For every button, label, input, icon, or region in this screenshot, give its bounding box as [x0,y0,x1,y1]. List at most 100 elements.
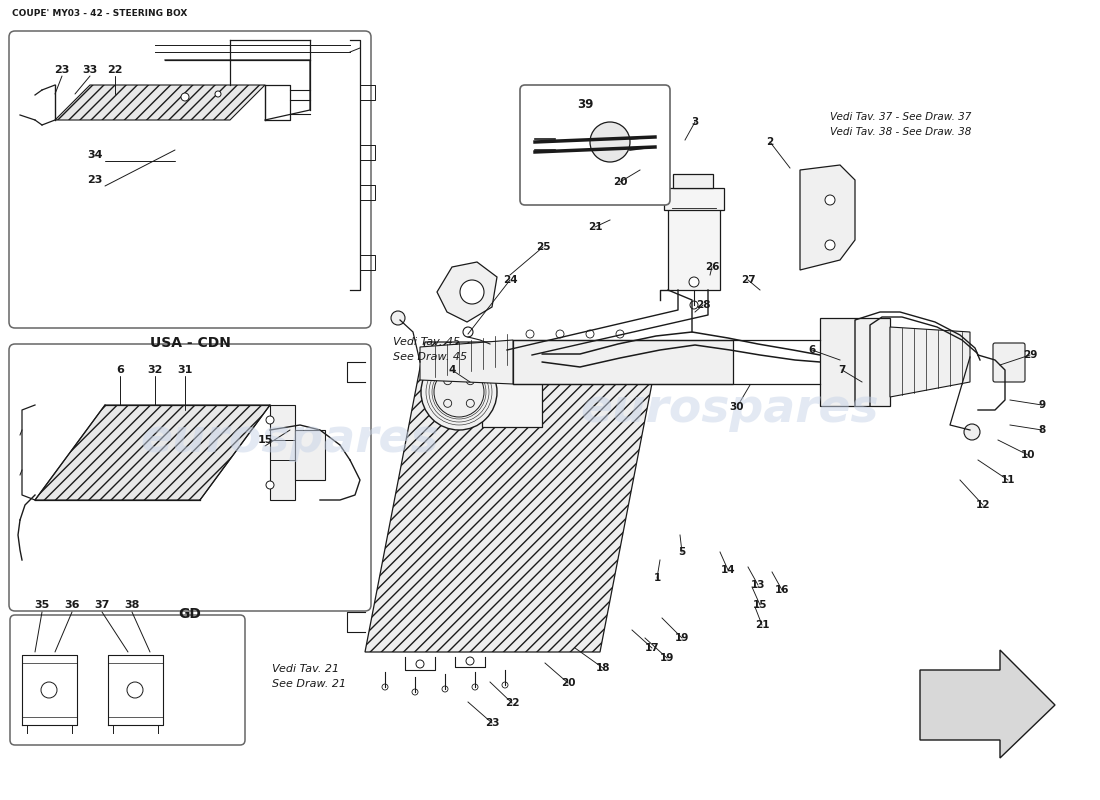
Text: 38: 38 [124,600,140,610]
Polygon shape [55,85,265,120]
Circle shape [556,330,564,338]
Text: 9: 9 [1038,400,1046,410]
Text: 29: 29 [1023,350,1037,360]
Text: COUPE' MY03 - 42 - STEERING BOX: COUPE' MY03 - 42 - STEERING BOX [12,9,187,18]
Text: 5: 5 [679,547,685,557]
FancyBboxPatch shape [993,343,1025,382]
Bar [482,357,542,427]
Text: 20: 20 [561,678,575,688]
Text: 31: 31 [177,365,192,375]
Bar [513,340,733,384]
Circle shape [689,277,698,287]
FancyBboxPatch shape [9,344,371,611]
Circle shape [466,377,474,385]
Text: 15: 15 [752,600,768,610]
Text: 36: 36 [64,600,79,610]
Circle shape [466,657,474,665]
Circle shape [266,481,274,489]
Bar [668,205,720,290]
Text: 26: 26 [705,262,719,272]
Text: USA - CDN: USA - CDN [150,336,230,350]
Circle shape [460,280,484,304]
Polygon shape [920,650,1055,758]
Text: 8: 8 [1038,425,1046,435]
Circle shape [463,327,473,337]
Text: eurospares: eurospares [141,418,439,462]
Circle shape [472,684,478,690]
Circle shape [825,240,835,250]
Text: 15: 15 [257,435,273,445]
Circle shape [443,377,452,385]
Polygon shape [800,165,855,270]
Polygon shape [35,405,270,500]
Circle shape [443,399,452,407]
Text: 18: 18 [596,663,611,673]
Text: See Draw. 21: See Draw. 21 [272,679,346,689]
Text: 24: 24 [503,275,517,285]
Text: 23: 23 [54,65,69,75]
Text: 17: 17 [645,643,659,653]
Circle shape [421,354,497,430]
Text: 11: 11 [1001,475,1015,485]
Circle shape [590,122,630,162]
Text: 2: 2 [767,137,773,147]
Text: 10: 10 [1021,450,1035,460]
Text: 1: 1 [653,573,661,583]
Circle shape [382,684,388,690]
Circle shape [41,682,57,698]
Text: 16: 16 [774,585,790,595]
Circle shape [126,682,143,698]
Text: eurospares: eurospares [581,387,879,433]
Text: 3: 3 [692,117,698,127]
Text: 25: 25 [536,242,550,252]
Text: 21: 21 [755,620,769,630]
Text: 19: 19 [660,653,674,663]
Text: 6: 6 [117,365,124,375]
Circle shape [690,301,698,309]
Bar [673,174,713,188]
Text: 23: 23 [485,718,499,728]
Text: GD: GD [178,607,201,621]
Text: 12: 12 [976,500,990,510]
Circle shape [390,311,405,325]
Text: 30: 30 [729,402,745,412]
Text: 32: 32 [147,365,163,375]
Circle shape [442,686,448,692]
Text: Vedi Tav. 21: Vedi Tav. 21 [272,664,339,674]
Text: 39: 39 [576,98,593,111]
Polygon shape [437,262,497,322]
Text: 20: 20 [613,177,627,187]
Bar [820,318,890,406]
Circle shape [502,682,508,688]
Text: 13: 13 [750,580,766,590]
Text: 22: 22 [108,65,123,75]
Bar [270,405,295,500]
Circle shape [416,660,424,668]
Circle shape [466,399,474,407]
Text: 21: 21 [587,222,603,232]
Text: 27: 27 [740,275,756,285]
Circle shape [586,330,594,338]
Text: 23: 23 [87,175,102,185]
Circle shape [412,689,418,695]
Text: Vedi Tav. 45: Vedi Tav. 45 [393,337,460,347]
Text: 35: 35 [34,600,50,610]
Circle shape [964,424,980,440]
Text: 19: 19 [674,633,690,643]
Text: 37: 37 [95,600,110,610]
Circle shape [616,330,624,338]
Text: 7: 7 [838,365,846,375]
Circle shape [825,195,835,205]
FancyBboxPatch shape [9,31,371,328]
Bar [664,188,724,210]
Text: Vedi Tav. 37 - See Draw. 37: Vedi Tav. 37 - See Draw. 37 [830,112,971,122]
FancyBboxPatch shape [10,615,245,745]
Circle shape [266,416,274,424]
Text: 33: 33 [82,65,98,75]
Text: 28: 28 [695,300,711,310]
Polygon shape [365,342,660,652]
Text: 14: 14 [720,565,735,575]
FancyBboxPatch shape [520,85,670,205]
Text: See Draw. 45: See Draw. 45 [393,352,468,362]
Text: 6: 6 [808,345,815,355]
